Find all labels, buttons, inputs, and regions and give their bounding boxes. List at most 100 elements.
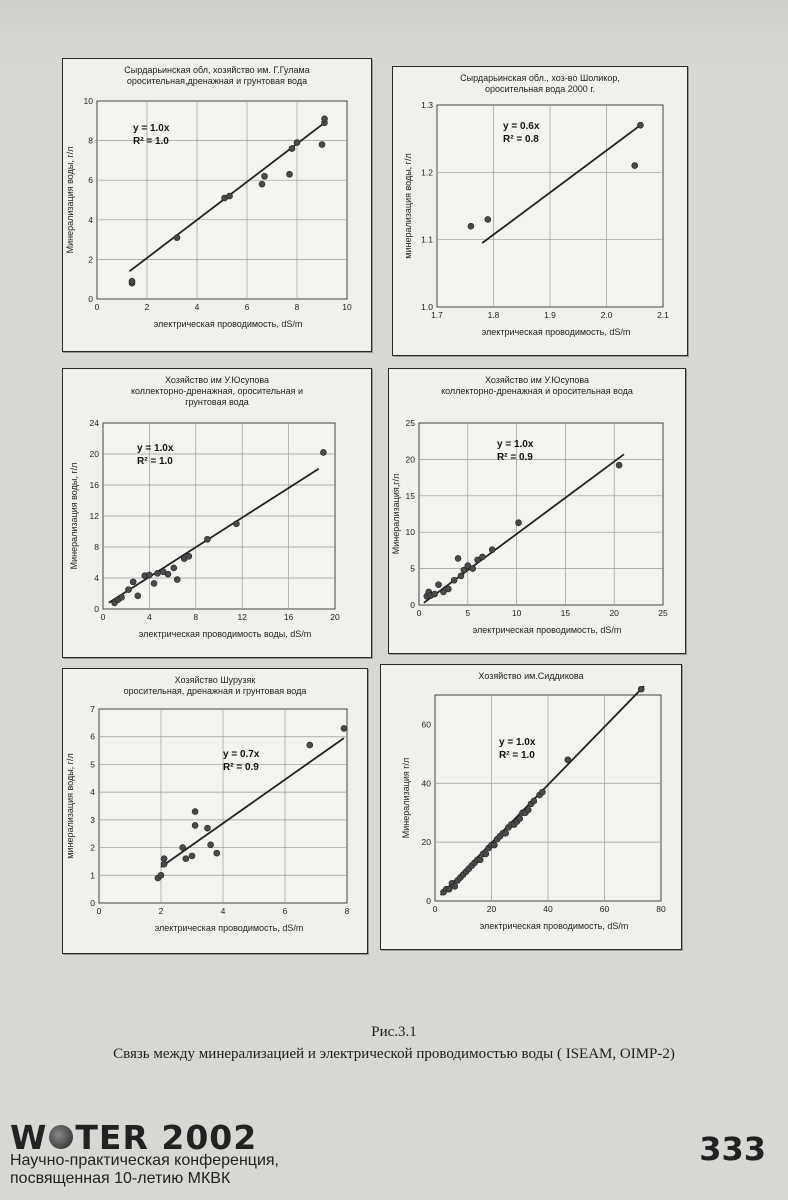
data-point	[182, 855, 190, 862]
chart-title-line: коллекторно-дренажная, оросительная и	[131, 386, 303, 396]
data-point	[173, 234, 181, 241]
data-point	[128, 277, 136, 285]
chart-title-line: Хозяйство им У.Юсупова	[485, 375, 589, 385]
x-axis-label: электрическая проводимость, dS/m	[482, 327, 631, 337]
y-tick-label: 60	[422, 719, 432, 729]
x-axis-label: электрическая проводимость, dS/m	[473, 625, 622, 635]
y-tick-label: 1.2	[421, 167, 433, 177]
data-point	[258, 180, 266, 188]
chart-title-line: Сырдарьинская обл, хозяйство им. Г.Гулам…	[124, 65, 309, 75]
x-tick-label: 20	[330, 612, 340, 622]
data-point	[637, 121, 644, 129]
data-point	[134, 592, 142, 600]
data-point	[469, 565, 476, 572]
x-tick-label: 0	[95, 302, 100, 312]
chart-panel-yusupov-1: Хозяйство им У.Юсупова коллекторно-дренаж…	[62, 368, 372, 658]
data-point	[440, 588, 447, 596]
y-axis-label: Минерализация,г/л	[391, 474, 401, 555]
data-point	[154, 570, 161, 577]
chart-title-line: грунтовая вода	[185, 397, 249, 407]
chart-panel-shuruzyak: Хозяйство Шурузяк оросительная, дренажная…	[62, 668, 368, 954]
x-tick-label: 15	[561, 608, 571, 618]
data-point	[502, 830, 509, 837]
x-tick-label: 0	[101, 612, 106, 622]
x-tick-label: 8	[295, 302, 300, 312]
data-point	[286, 170, 293, 178]
figure-caption: Связь между минерализацией и электрическ…	[113, 1046, 675, 1062]
y-axis-label: Минерализация г/л	[401, 758, 411, 839]
data-point	[188, 852, 196, 860]
chart-title-line: Сырдарьинская обл., хоз-во Шоликор,	[460, 73, 620, 83]
data-point	[484, 216, 492, 223]
trend-equation: y = 1.0x	[499, 737, 536, 748]
r-squared-label: R² = 0.9	[223, 762, 259, 773]
y-tick-label: 0	[426, 896, 431, 906]
trend-equation: y = 1.0x	[497, 439, 534, 450]
data-point	[491, 841, 498, 849]
data-point	[318, 141, 326, 148]
x-tick-label: 4	[221, 906, 226, 916]
data-point	[445, 885, 453, 893]
data-point	[233, 520, 240, 528]
chart-yusupov-2: Хозяйство им У.Юсуповаколлекторно-дренаж…	[391, 375, 668, 635]
data-point	[213, 849, 221, 857]
y-tick-label: 16	[90, 480, 100, 490]
x-tick-label: 2	[159, 906, 164, 916]
x-tick-label: 4	[147, 612, 152, 622]
x-tick-label: 60	[600, 904, 610, 914]
y-axis-label: Минерализация воды, г/л	[65, 147, 75, 254]
y-tick-label: 5	[410, 564, 415, 574]
data-point	[204, 535, 211, 543]
data-point	[435, 581, 442, 588]
y-tick-label: 4	[90, 787, 95, 797]
y-tick-label: 2	[88, 254, 93, 264]
data-point	[261, 172, 268, 180]
y-tick-label: 0	[94, 604, 99, 614]
chart-title-line: оросительная,дренажная и грунтовая вода	[127, 76, 307, 86]
y-tick-label: 0	[410, 600, 415, 610]
y-tick-label: 8	[94, 542, 99, 552]
logo-letter-w: W	[10, 1118, 48, 1157]
data-point	[457, 572, 465, 580]
y-tick-label: 7	[90, 704, 95, 714]
x-tick-label: 20	[487, 904, 497, 914]
data-point	[515, 519, 522, 527]
data-point	[454, 555, 462, 562]
data-point	[150, 580, 158, 587]
r-squared-label: R² = 1.0	[137, 456, 173, 467]
x-axis-label: электрическая проводимость воды, dS/m	[139, 629, 311, 639]
data-point	[160, 855, 168, 862]
y-tick-label: 1.1	[421, 235, 433, 245]
y-tick-label: 6	[88, 175, 93, 185]
x-tick-label: 6	[283, 906, 288, 916]
r-squared-label: R² = 0.8	[503, 134, 539, 145]
x-tick-label: 12	[237, 612, 247, 622]
x-tick-label: 80	[656, 904, 666, 914]
r-squared-label: R² = 1.0	[133, 136, 169, 147]
x-tick-label: 0	[97, 906, 102, 916]
data-point	[293, 139, 301, 146]
y-tick-label: 40	[422, 778, 432, 788]
x-tick-label: 10	[342, 302, 352, 312]
data-point	[157, 871, 165, 879]
chart-panel-gulam: Сырдарьинская обл, хозяйство им. Г.Гулам…	[62, 58, 372, 352]
x-tick-label: 6	[245, 302, 250, 312]
data-point	[191, 822, 199, 829]
r-squared-label: R² = 1.0	[499, 750, 535, 761]
y-axis-label: минерализация воды, г/л	[403, 153, 413, 258]
data-point	[467, 222, 475, 230]
data-point	[464, 562, 472, 569]
data-point	[146, 571, 153, 579]
data-point	[226, 192, 233, 200]
data-point	[539, 788, 546, 796]
data-point	[451, 882, 459, 890]
data-point	[431, 590, 438, 598]
data-point	[637, 685, 645, 693]
y-axis-label: минерализация воды, г/л	[65, 753, 75, 858]
conference-line-1: Научно-практическая конференция,	[10, 1152, 279, 1169]
x-tick-label: 0	[433, 904, 438, 914]
y-tick-label: 10	[84, 96, 94, 106]
chart-panel-yusupov-2: Хозяйство им У.Юсупова коллекторно-дренаж…	[388, 368, 686, 654]
trend-equation: y = 1.0x	[137, 443, 174, 454]
data-point	[125, 586, 132, 593]
